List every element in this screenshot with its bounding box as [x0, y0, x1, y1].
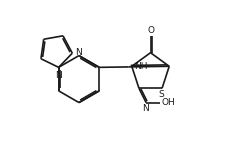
Text: NH: NH: [134, 62, 148, 71]
Text: N: N: [142, 105, 148, 113]
Text: N: N: [75, 48, 82, 57]
Text: S: S: [158, 90, 164, 99]
Text: OH: OH: [162, 98, 176, 107]
Text: N: N: [55, 71, 62, 80]
Text: O: O: [147, 26, 154, 35]
